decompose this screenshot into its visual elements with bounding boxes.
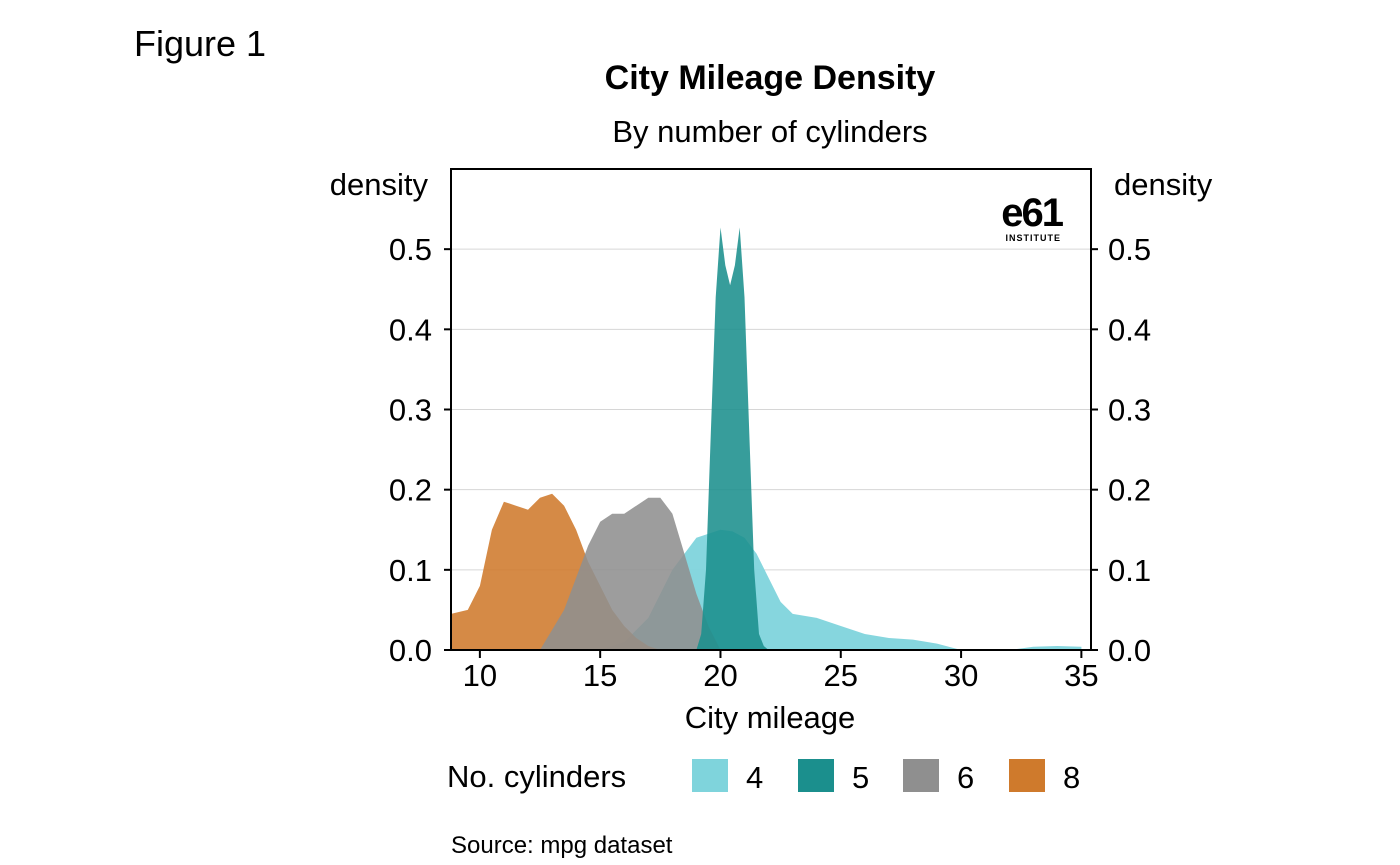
grid-lines xyxy=(451,248,1091,571)
x-tick-label: 10 xyxy=(463,658,497,693)
y-tick-label-right: 0.2 xyxy=(1108,473,1151,508)
y-tick-label-right: 0.5 xyxy=(1108,232,1151,267)
legend-items: 4 5 6 8 xyxy=(692,759,1080,795)
y-tick-label-left: 0.1 xyxy=(389,553,432,588)
legend-swatch-8-cyl xyxy=(1009,759,1045,792)
x-tick-label: 35 xyxy=(1064,658,1098,693)
logo-mark: e61 xyxy=(1001,191,1063,235)
density-area-5-cyl xyxy=(696,227,769,650)
density-area-6-cyl xyxy=(540,497,721,650)
legend-title: No. cylinders xyxy=(447,759,626,794)
y-tick-label-left: 0.2 xyxy=(389,473,432,508)
x-tick-label: 20 xyxy=(703,658,737,693)
y-tick-label-right: 0.4 xyxy=(1108,312,1151,347)
y-tick-label-right: 0.1 xyxy=(1108,553,1151,588)
y-ticks-right: 0.0 0.1 0.2 0.3 0.4 0.5 xyxy=(1091,232,1151,668)
legend: No. cylinders 4 5 6 8 xyxy=(447,759,1080,795)
legend-label-5-cyl: 5 xyxy=(852,760,869,795)
y-axis-label-left: density xyxy=(330,167,429,202)
y-tick-label-right: 0.3 xyxy=(1108,393,1151,428)
legend-swatch-6-cyl xyxy=(903,759,939,792)
y-tick-label-right: 0.0 xyxy=(1108,633,1151,668)
legend-label-4-cyl: 4 xyxy=(746,760,763,795)
x-tick-label: 30 xyxy=(944,658,978,693)
logo-subtitle: INSTITUTE xyxy=(1006,233,1062,243)
e61-logo: e61 INSTITUTE xyxy=(1001,191,1065,243)
x-ticks: 10 15 20 25 30 35 xyxy=(463,650,1099,693)
legend-swatch-5-cyl xyxy=(798,759,834,792)
x-tick-label: 15 xyxy=(583,658,617,693)
density-areas xyxy=(451,227,1082,650)
legend-label-6-cyl: 6 xyxy=(957,760,974,795)
source-note: Source: mpg dataset xyxy=(451,832,673,859)
chart-title: City Mileage Density xyxy=(605,59,936,97)
y-axis-label-right: density xyxy=(1114,167,1213,202)
x-tick-label: 25 xyxy=(824,658,858,693)
x-axis-label: City mileage xyxy=(685,700,856,735)
chart-subtitle: By number of cylinders xyxy=(612,114,927,149)
legend-label-8-cyl: 8 xyxy=(1063,760,1080,795)
y-tick-label-left: 0.4 xyxy=(389,312,432,347)
y-tick-label-left: 0.3 xyxy=(389,393,432,428)
y-ticks-left: 0.0 0.1 0.2 0.3 0.4 0.5 xyxy=(389,232,451,668)
legend-swatch-4-cyl xyxy=(692,759,728,792)
y-tick-label-left: 0.0 xyxy=(389,633,432,668)
figure-label: Figure 1 xyxy=(134,23,266,64)
y-tick-label-left: 0.5 xyxy=(389,232,432,267)
